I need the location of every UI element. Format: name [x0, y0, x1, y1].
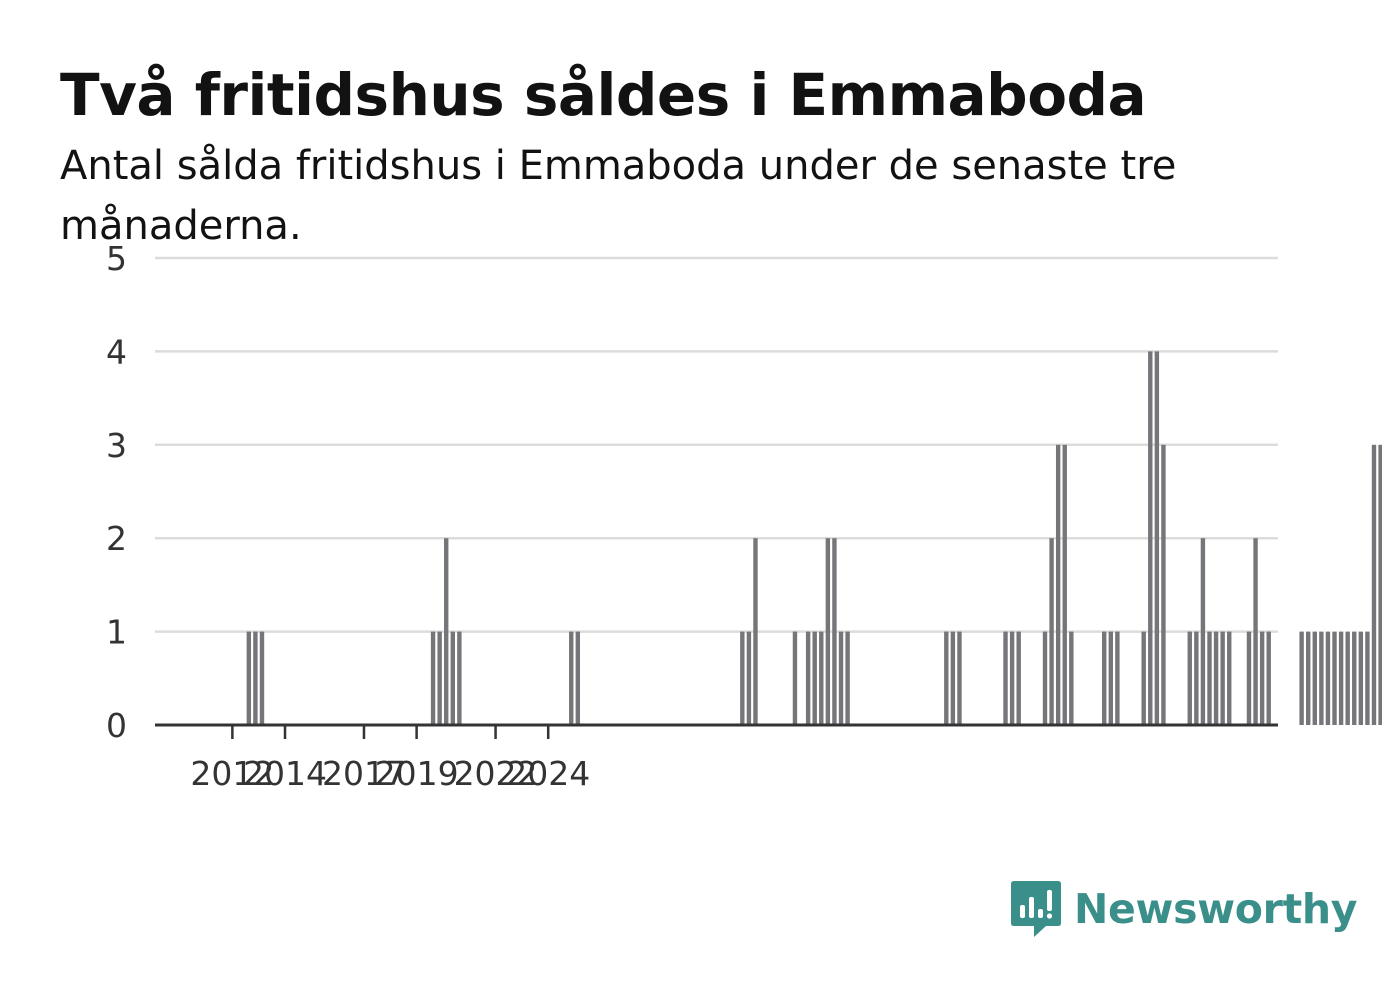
bar	[430, 631, 436, 725]
bar	[845, 631, 850, 725]
bar	[1365, 631, 1370, 725]
bar	[950, 631, 956, 725]
bar	[1200, 538, 1206, 725]
bar	[1115, 631, 1120, 725]
bar	[805, 631, 811, 725]
bar	[1213, 631, 1219, 725]
bar	[569, 631, 574, 725]
bar	[1312, 631, 1317, 725]
newsworthy-logo-icon	[1011, 881, 1061, 937]
bar	[1246, 631, 1252, 725]
chart-title: Två fritidshus såldes i Emmaboda	[60, 61, 1147, 129]
bar	[812, 631, 817, 725]
bar	[1194, 631, 1199, 725]
bars	[246, 351, 1382, 725]
y-tick-label: 3	[106, 426, 127, 465]
bar	[1049, 538, 1054, 725]
bar	[1187, 631, 1192, 725]
bar	[1259, 631, 1265, 725]
bar	[1148, 351, 1153, 725]
bar	[1102, 631, 1107, 725]
y-axis-ticks: 0 1 2 3 4 5	[106, 239, 127, 745]
bar	[1319, 631, 1324, 725]
bar	[1062, 444, 1067, 725]
bar	[1055, 444, 1061, 725]
bar	[1253, 538, 1258, 725]
bar	[1371, 444, 1377, 725]
bar	[1325, 631, 1331, 725]
bar	[944, 631, 949, 725]
bar	[1352, 631, 1357, 725]
bar	[1016, 631, 1021, 725]
bar	[832, 538, 837, 725]
bar	[1009, 631, 1015, 725]
bar	[1154, 351, 1160, 725]
x-tick-label: 2022	[454, 754, 538, 793]
bar	[838, 631, 844, 725]
x-tick-label: 2024	[506, 754, 590, 793]
bar	[819, 631, 824, 725]
bar	[1003, 631, 1008, 725]
bar	[825, 538, 831, 725]
bar	[1345, 631, 1350, 725]
bar	[1141, 631, 1146, 725]
bar	[792, 631, 798, 725]
bar	[575, 631, 581, 725]
x-tick-label: 2014	[243, 754, 327, 793]
y-tick-label: 2	[106, 519, 127, 558]
brand-logo: Newsworthy	[1010, 878, 1357, 940]
x-tick-label: 2019	[375, 754, 459, 793]
bar	[444, 538, 449, 725]
bar	[753, 538, 758, 725]
bar	[1358, 631, 1364, 725]
bar	[1207, 631, 1212, 725]
bar	[1220, 631, 1225, 725]
bar	[746, 631, 752, 725]
chart-subtitle: Antal sålda fritidshus i Emmaboda under …	[60, 143, 1177, 249]
y-tick-label: 5	[106, 239, 127, 278]
x-tick-label: 2012	[190, 754, 274, 793]
bar	[457, 631, 462, 725]
bar	[1378, 444, 1382, 725]
y-tick-label: 1	[106, 613, 127, 652]
bar	[259, 631, 265, 725]
y-tick-label: 4	[106, 332, 127, 371]
bar	[437, 631, 442, 725]
bar	[740, 631, 745, 725]
bar	[1108, 631, 1113, 725]
bar	[450, 631, 455, 725]
bar	[1338, 631, 1344, 725]
bar	[246, 631, 252, 725]
bar	[1042, 631, 1048, 725]
bar	[1299, 631, 1304, 725]
brand-name: Newsworthy	[1074, 885, 1358, 933]
bar	[1306, 631, 1311, 725]
bar	[1332, 631, 1337, 725]
gridlines	[155, 256, 1278, 633]
bar	[1266, 631, 1271, 725]
bar	[1227, 631, 1232, 725]
bar	[957, 631, 962, 725]
bar	[253, 631, 258, 725]
bar	[1069, 631, 1074, 725]
bar	[1161, 444, 1166, 725]
y-tick-label: 0	[106, 706, 127, 745]
x-tick-label: 2017	[322, 754, 406, 793]
